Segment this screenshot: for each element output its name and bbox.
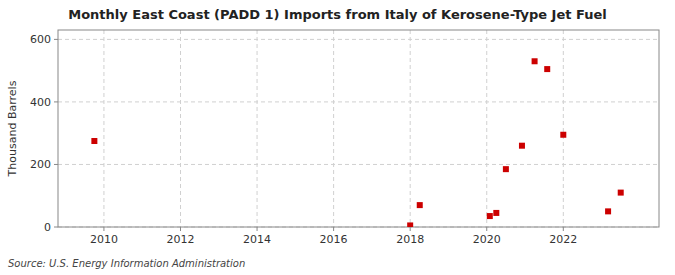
x-tick: [257, 227, 258, 231]
x-tick-label: 2022: [549, 233, 577, 246]
x-grid-line: [486, 30, 487, 227]
x-tick: [333, 227, 334, 231]
x-tick: [563, 227, 564, 231]
points: [91, 58, 623, 227]
axes: 2010 2012 2014 2016 2018 2020 2022 0 200 400 600: [30, 33, 577, 246]
x-tick-label: 2016: [320, 233, 348, 246]
y-grid-line: [58, 39, 659, 40]
y-tick: [54, 101, 58, 102]
y-tick: [54, 227, 58, 228]
y-tick-label: 0: [44, 221, 51, 234]
x-tick-label: 2012: [166, 233, 194, 246]
y-tick-label: 600: [30, 33, 51, 46]
chart-title: Monthly East Coast (PADD 1) Imports from…: [68, 7, 607, 22]
x-tick-label: 2010: [90, 233, 118, 246]
x-grid-line: [103, 30, 104, 227]
y-tick: [54, 39, 58, 40]
point: [417, 202, 423, 208]
x-tick-label: 2018: [396, 233, 424, 246]
x-grid-line: [563, 30, 564, 227]
point: [605, 208, 611, 214]
point: [91, 138, 97, 144]
x-tick: [486, 227, 487, 231]
point: [493, 210, 499, 216]
x-tick: [180, 227, 181, 231]
x-tick-label: 2020: [473, 233, 501, 246]
point: [487, 213, 493, 219]
point: [407, 222, 413, 227]
point: [519, 143, 525, 149]
y-tick-label: 200: [30, 158, 51, 171]
x-tick: [410, 227, 411, 231]
x-tick: [103, 227, 104, 231]
y-grid-line: [58, 101, 659, 102]
grid: [58, 30, 659, 227]
chart-container: 2010 2012 2014 2016 2018 2020 2022 0 200 400 600 Th…: [0, 0, 675, 275]
x-grid-line: [333, 30, 334, 227]
y-axis-label: Thousand Barrels: [6, 80, 19, 177]
x-grid-line: [180, 30, 181, 227]
plot-frame: [58, 30, 659, 227]
y-tick: [54, 164, 58, 165]
y-tick-label: 400: [30, 96, 51, 109]
point: [503, 166, 509, 172]
point: [544, 66, 550, 72]
point: [560, 132, 566, 138]
y-grid-line: [58, 164, 659, 165]
x-grid-line: [257, 30, 258, 227]
point: [532, 58, 538, 64]
x-grid-line: [410, 30, 411, 227]
source-annotation: Source: U.S. Energy Information Administ…: [8, 258, 245, 269]
point: [618, 190, 624, 196]
x-tick-label: 2014: [243, 233, 271, 246]
chart-svg: 2010 2012 2014 2016 2018 2020 2022 0 200 400 600 Th…: [0, 0, 675, 275]
